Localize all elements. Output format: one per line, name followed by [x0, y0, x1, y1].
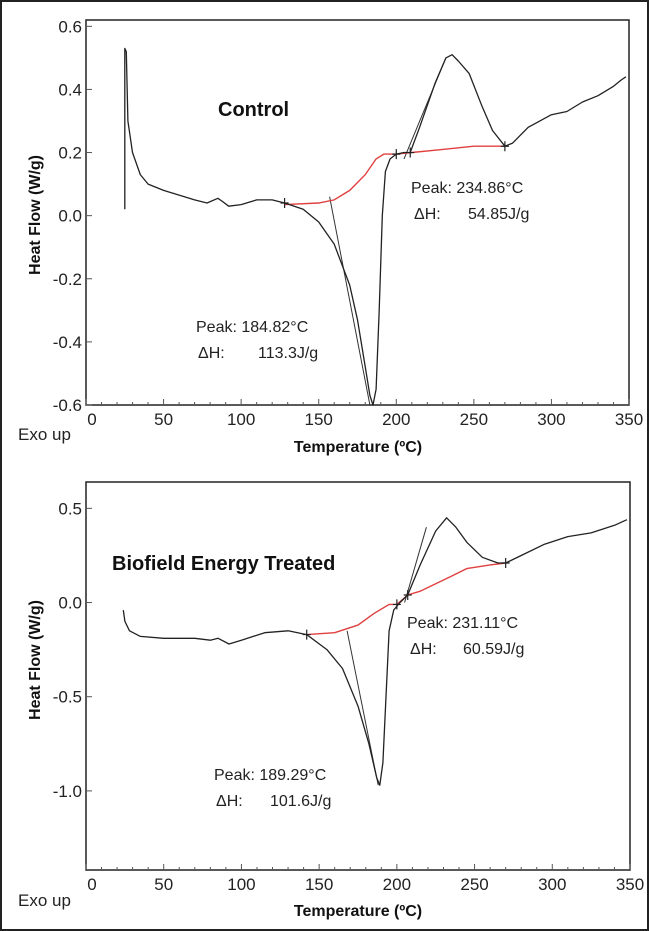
integration-limit-marker	[500, 141, 509, 152]
y-tick-label: -0.4	[53, 333, 82, 352]
y-tick-label: -0.6	[53, 396, 82, 415]
treated-chart: 0 50 100 150 200 250 300 350 0.5 0.0 -0.5 -1.0 Biof…	[18, 481, 644, 920]
peak1-label: Peak: 184.82°C	[196, 319, 308, 336]
exo-up-label: Exo up	[18, 891, 71, 910]
y-tick-label: -0.2	[53, 270, 82, 289]
tangent-line	[404, 527, 427, 603]
y-tick-label: 0.4	[58, 80, 82, 99]
plot-frame	[85, 19, 630, 406]
y-tick-label: 0.6	[58, 17, 82, 36]
dh2-label: ΔH:	[414, 206, 441, 223]
x-axis-label: Temperature (ºC)	[294, 439, 422, 456]
x-axis-label: Temperature (ºC)	[294, 903, 422, 920]
dh1-label: ΔH:	[198, 345, 225, 362]
x-tick-label: 0	[87, 410, 96, 429]
dh1-label: ΔH:	[216, 793, 243, 810]
x-tick-label: 200	[383, 875, 411, 894]
chart-title: Biofield Energy Treated	[112, 553, 335, 575]
x-tick-label: 0	[87, 875, 96, 894]
y-tick-label: 0.0	[58, 594, 82, 613]
peak1-label: Peak: 189.29°C	[214, 767, 326, 784]
x-tick-label: 300	[537, 410, 565, 429]
integration-limit-marker	[403, 590, 412, 601]
x-tick-label: 350	[616, 875, 644, 894]
dh2-value: 54.85J/g	[468, 206, 529, 223]
x-tick-label: 100	[227, 410, 255, 429]
y-tick-label: -0.5	[53, 688, 82, 707]
dh2-label: ΔH:	[410, 641, 437, 658]
control-chart: 0 50 100 150 200 250 300 350 0.6 0.4 0.2 0.0 -0.2 -0.…	[18, 17, 643, 456]
integration-limit-marker	[302, 629, 311, 640]
peak2-label: Peak: 234.86°C	[411, 180, 523, 197]
x-tick-label: 350	[615, 410, 643, 429]
integration-limit-marker	[392, 599, 401, 610]
y-axis-label: Heat Flow (W/g)	[27, 155, 44, 275]
dh1-value: 101.6J/g	[270, 793, 331, 810]
x-tick-label: 150	[305, 410, 333, 429]
x-tick-label: 50	[154, 875, 173, 894]
integration-baseline	[284, 145, 505, 206]
peak2-label: Peak: 231.11°C	[407, 615, 518, 632]
x-tick-label: 250	[460, 410, 488, 429]
heat-flow-curve	[124, 47, 627, 406]
x-tick-label: 200	[382, 410, 410, 429]
tangent-line	[329, 196, 371, 406]
x-tick-label: 100	[227, 875, 255, 894]
y-tick-label: 0.5	[58, 499, 82, 518]
y-tick-label: 0.0	[58, 207, 82, 226]
x-tick-label: 50	[154, 410, 173, 429]
chart-title: Control	[218, 99, 289, 121]
y-axis-label: Heat Flow (W/g)	[27, 600, 44, 720]
y-tick-label: 0.2	[58, 144, 82, 163]
x-tick-label: 150	[305, 875, 333, 894]
exo-up-label: Exo up	[18, 425, 71, 444]
integration-limit-marker	[280, 198, 289, 209]
x-tick-label: 300	[538, 875, 566, 894]
integration-limit-marker	[501, 557, 510, 568]
x-tick-label: 250	[460, 875, 488, 894]
dh2-value: 60.59J/g	[463, 641, 524, 658]
dh1-value: 113.3J/g	[258, 345, 318, 362]
plot-frame	[85, 481, 631, 871]
integration-limit-marker	[406, 147, 415, 158]
integration-limit-marker	[392, 149, 401, 160]
y-tick-label: -1.0	[53, 782, 82, 801]
